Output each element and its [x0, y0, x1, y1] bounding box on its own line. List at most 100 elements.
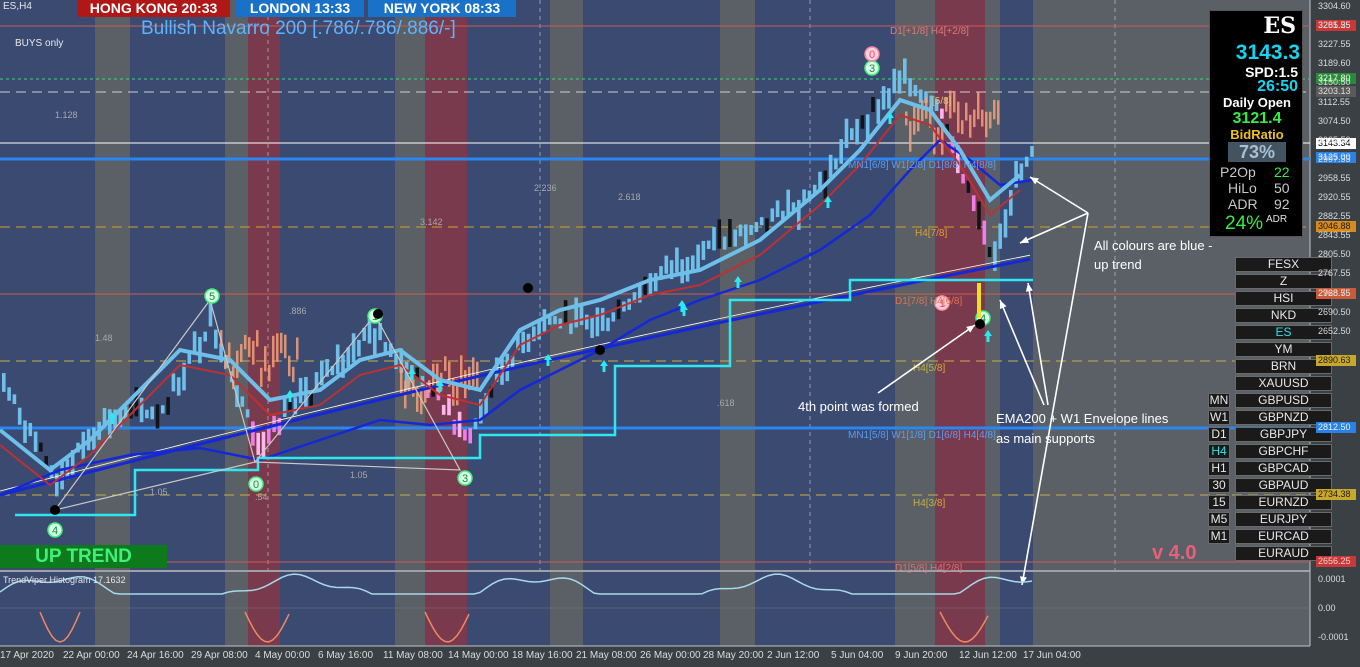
- session-zone: [935, 0, 985, 570]
- candle: [118, 409, 123, 427]
- timeframe-button-h1[interactable]: H1: [1208, 461, 1230, 476]
- candle: [850, 128, 854, 141]
- fib-label: 3.142: [420, 217, 443, 227]
- candle: [134, 387, 139, 417]
- wave-point-label: 4: [980, 313, 986, 325]
- candle: [335, 344, 340, 375]
- candle: [860, 115, 865, 129]
- candle: [526, 333, 531, 352]
- candle: [161, 405, 165, 414]
- envelope-bar: [296, 337, 299, 360]
- note-support-line2: as main supports: [996, 431, 1095, 446]
- candle: [267, 428, 271, 444]
- symbol-button-eurjpy[interactable]: EURJPY: [1235, 512, 1332, 527]
- candle: [532, 326, 536, 342]
- symbol-button-z[interactable]: Z: [1235, 274, 1332, 289]
- time-axis-label: 9 Jun 20:00: [895, 650, 948, 661]
- wave-point-marker: [864, 46, 880, 62]
- candle: [977, 201, 981, 230]
- session-zone-oscillator: [280, 572, 395, 646]
- symbol-button-gbpchf[interactable]: GBPCHF: [1235, 444, 1332, 459]
- symbol-button-fesx[interactable]: FESX: [1235, 257, 1332, 272]
- price-axis-label: 3112.55: [1318, 96, 1350, 107]
- buy-arrow: [824, 196, 832, 208]
- timeframe-button-m5[interactable]: M5: [1208, 512, 1230, 527]
- symbol-button-gbpaud[interactable]: GBPAUD: [1235, 478, 1332, 493]
- symbol-button-ym[interactable]: YM: [1235, 342, 1332, 357]
- candle: [807, 190, 812, 202]
- timeframe-button-h4[interactable]: H4: [1208, 444, 1230, 459]
- envelope-bar: [236, 350, 239, 378]
- symbol-button-euraud[interactable]: EURAUD: [1235, 546, 1332, 561]
- symbol-button-gbpjpy[interactable]: GBPJPY: [1235, 427, 1332, 442]
- timeframe-button-w1[interactable]: W1: [1208, 410, 1230, 425]
- candle: [494, 357, 499, 383]
- session-zone: [985, 0, 1000, 570]
- candle: [203, 331, 207, 342]
- symbol-button-eurnzd[interactable]: EURNZD: [1235, 495, 1332, 510]
- symbol-button-nkd[interactable]: NKD: [1235, 308, 1332, 323]
- candle: [192, 331, 197, 354]
- symbol-button-gbpusd[interactable]: GBPUSD: [1235, 393, 1332, 408]
- candle: [102, 407, 107, 425]
- timeframe-button-15[interactable]: 15: [1208, 495, 1230, 510]
- note-support-line1: EMA200 + W1 Envelope lines: [996, 411, 1169, 426]
- stat-label-adr: ADR: [1228, 196, 1258, 212]
- annotation-arrow: [999, 299, 1045, 406]
- candle: [1014, 161, 1018, 188]
- session-zone: [395, 0, 425, 570]
- time-axis-label: 24 Apr 16:00: [127, 650, 184, 661]
- timeframe-button-30[interactable]: 30: [1208, 478, 1230, 493]
- timeframe-button-mn[interactable]: MN: [1208, 393, 1230, 408]
- annotation-arrow: [1021, 212, 1089, 586]
- wave-point-marker: [204, 288, 220, 304]
- timeframe-button-m1[interactable]: M1: [1208, 529, 1230, 544]
- envelope-bar: [452, 378, 455, 406]
- symbol-button-gbpnzd[interactable]: GBPNZD: [1235, 410, 1332, 425]
- candle: [738, 224, 743, 237]
- time-axis-label: 14 May 00:00: [448, 650, 509, 661]
- annotation-arrow: [877, 324, 976, 394]
- pivot-dot: [523, 283, 533, 293]
- envelope-bar: [460, 355, 463, 385]
- symbol-button-xauusd[interactable]: XAUUSD: [1235, 376, 1332, 391]
- candle: [12, 394, 17, 405]
- candle: [971, 195, 976, 212]
- candle: [468, 428, 472, 444]
- wave-point-label: 0: [253, 479, 259, 491]
- candle: [373, 328, 377, 355]
- candle: [897, 70, 902, 94]
- envelope-bar: [905, 111, 908, 126]
- ma-fast-line: [0, 138, 1034, 497]
- symbol-button-es[interactable]: ES: [1235, 325, 1332, 340]
- price-level-box: 3281.25: [1316, 20, 1356, 31]
- candle: [844, 118, 849, 148]
- price-axis-label: 2920.55: [1318, 192, 1351, 202]
- buy-arrow: [436, 380, 444, 392]
- envelope-bar: [909, 121, 912, 152]
- candle: [701, 240, 706, 260]
- symbol-button-eurcad[interactable]: EURCAD: [1235, 529, 1332, 544]
- symbol-button-brn[interactable]: BRN: [1235, 359, 1332, 374]
- timeframe-button-d1[interactable]: D1: [1208, 427, 1230, 442]
- session-zone-oscillator: [248, 572, 280, 646]
- oscillator-axis-label: -0.0001: [1318, 632, 1349, 642]
- envelope-bar: [292, 366, 295, 383]
- session-london: LONDON 13:33: [236, 0, 364, 17]
- fib-label: 1.48: [95, 333, 113, 343]
- session-zone-oscillator: [985, 572, 1000, 646]
- session-zone: [467, 0, 550, 570]
- wave-point-marker: [47, 522, 63, 538]
- time-axis-label: 17 Jun 04:00: [1023, 650, 1081, 661]
- price-level-box: 3217.80: [1316, 73, 1356, 84]
- candle: [399, 348, 404, 373]
- symbol-button-gbpcad[interactable]: GBPCAD: [1235, 461, 1332, 476]
- annotation-arrow-head: [1020, 236, 1029, 243]
- symbol-button-hsi[interactable]: HSI: [1235, 291, 1332, 306]
- candle: [277, 417, 282, 436]
- candle: [818, 171, 822, 193]
- price-level-box: 2968.75: [1316, 288, 1356, 299]
- envelope-bar: [989, 111, 992, 129]
- price-axis-label: 2690.50: [1318, 306, 1351, 317]
